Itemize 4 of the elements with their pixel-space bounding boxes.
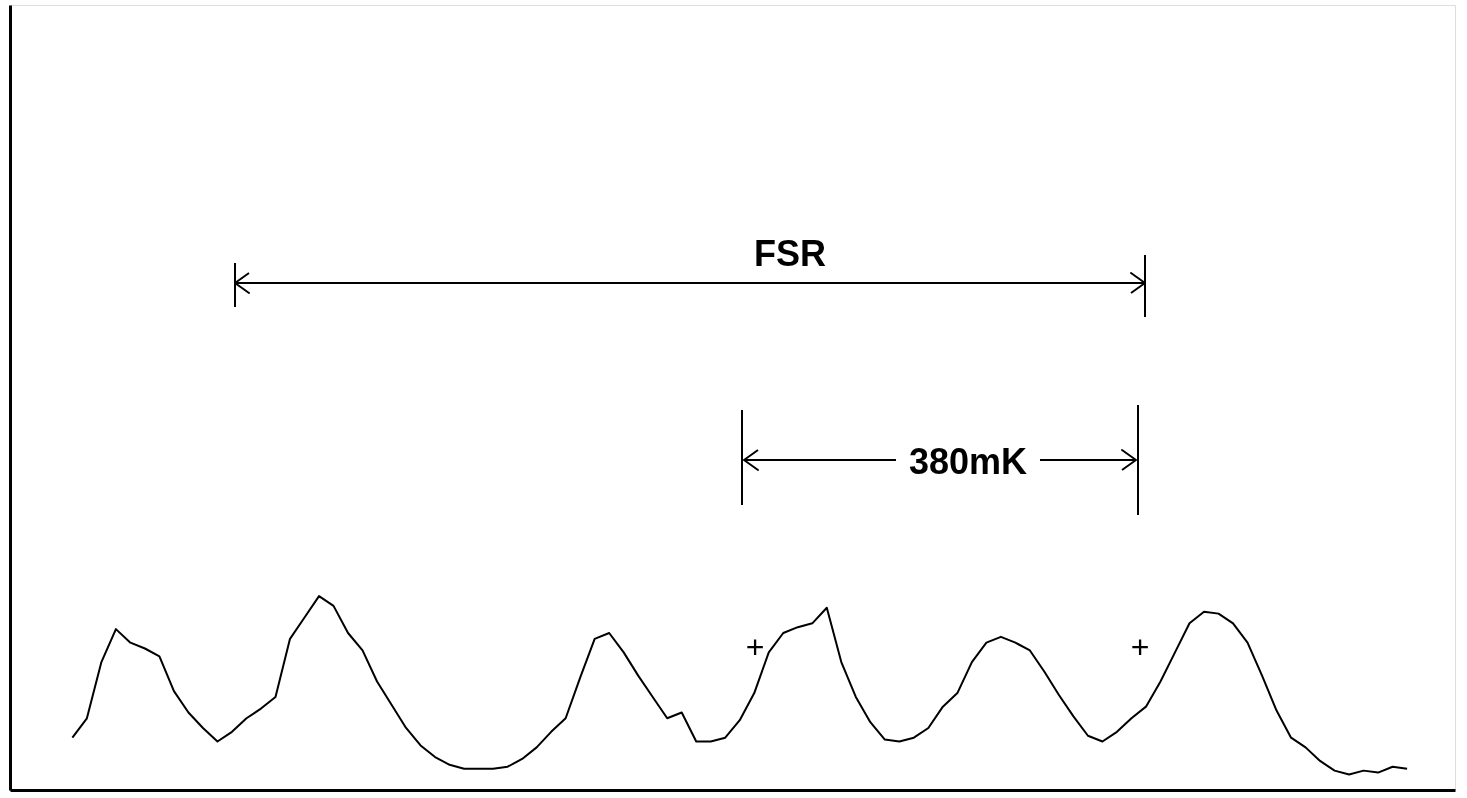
text: FSR <box>754 233 826 274</box>
annotation: + <box>745 629 765 665</box>
text: 380mK <box>908 441 1028 482</box>
annotation: + <box>1130 629 1150 665</box>
